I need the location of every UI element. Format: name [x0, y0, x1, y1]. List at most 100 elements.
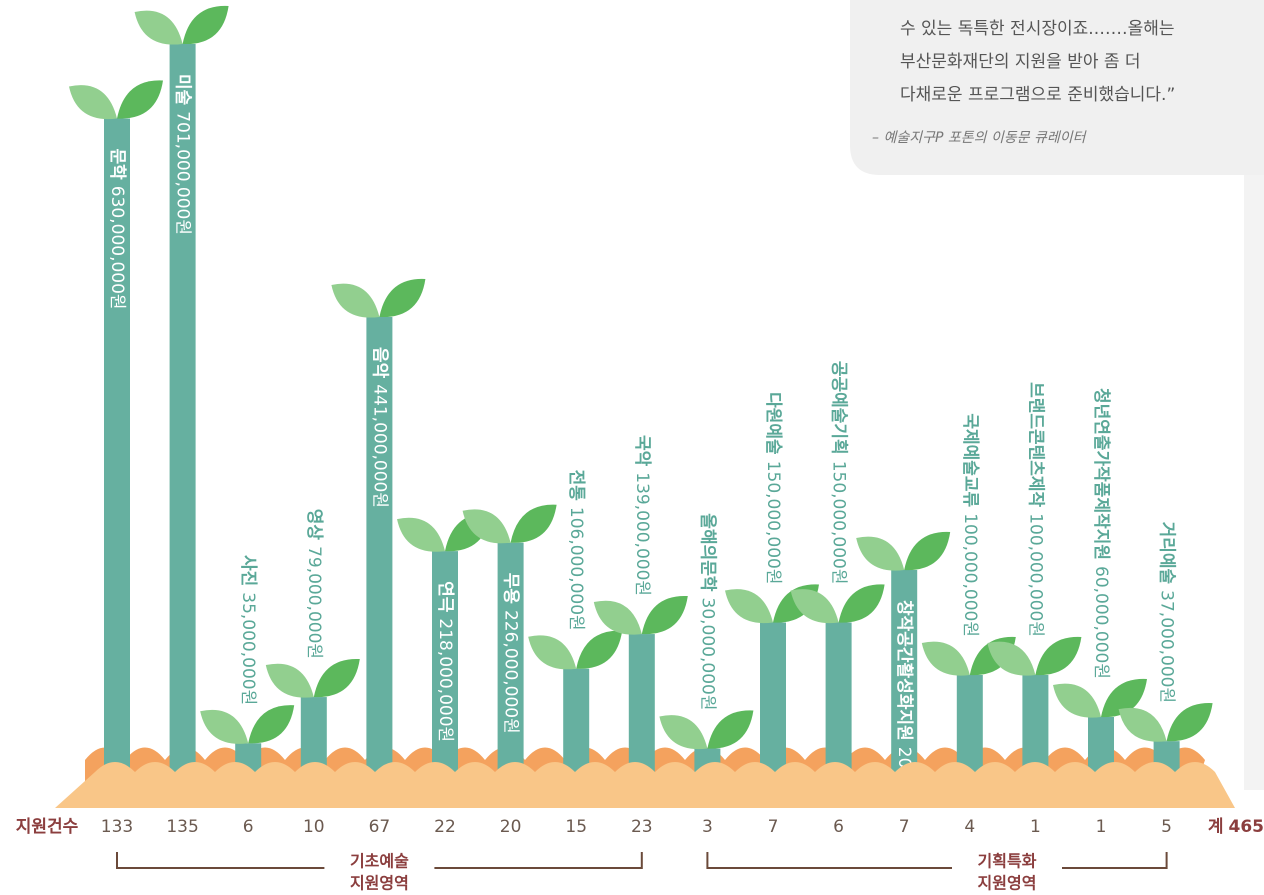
leaf-left	[135, 11, 183, 45]
stem-name: 거리예술	[1157, 522, 1177, 585]
stem-amount: 226,000,000원	[501, 610, 521, 734]
leaf-left	[856, 537, 904, 571]
stem-name: 국악	[632, 435, 652, 467]
count-label: 지원건수	[16, 817, 79, 837]
stem-name: 무용	[501, 573, 521, 605]
stem-label: 다원예술 150,000,000원	[763, 392, 783, 584]
leaf-right	[511, 505, 557, 543]
quote-line: 수 있는 독특한 전시장이죠.……올해는	[900, 19, 1175, 39]
stem-label: 청년연출가작품제작지원60,000,000원	[1091, 388, 1112, 679]
side-panel	[1244, 170, 1264, 790]
stem-label: 사진35,000,000원	[238, 555, 258, 705]
leaf-left	[528, 635, 576, 669]
stem-amount: 150,000,000원	[829, 461, 849, 585]
leaf-right	[839, 584, 885, 622]
stem-label: 거리예술 37,000,000원	[1157, 522, 1177, 704]
leaf-right	[183, 6, 229, 44]
leaf-left	[1053, 684, 1101, 718]
count: 5	[1161, 817, 1172, 837]
leaf-right	[314, 659, 360, 697]
stem-amount: 150,000,000원	[763, 461, 783, 585]
count: 133	[101, 817, 133, 837]
stem-amount: 35,000,000원	[238, 592, 258, 705]
leaf-left	[594, 601, 642, 635]
stem-label: 무용 226,000,000원	[501, 573, 521, 734]
group-label: 지원영역	[350, 874, 409, 893]
group-bracket	[707, 852, 1166, 868]
stem-label: 연극 218,000,000원	[435, 581, 455, 742]
leaf-left	[1119, 708, 1167, 742]
stem-label: 전통 106,000,000원	[566, 470, 586, 631]
stem-name: 전통	[566, 470, 586, 502]
leaf-right	[642, 596, 688, 634]
stem-name: 공공예술기획	[829, 361, 849, 455]
count: 7	[899, 817, 910, 837]
stem-name: 올해의문학	[697, 513, 717, 592]
leaf-left	[331, 284, 379, 318]
stem-amount: 30,000,000원	[697, 598, 717, 711]
leaf-left	[397, 518, 445, 552]
group-label: 지원영역	[978, 874, 1037, 893]
stem-name: 미술	[173, 74, 193, 106]
stem-name: 문학	[107, 149, 127, 181]
leaf-left	[266, 664, 314, 698]
stem-label: 미술 701,000,000원	[173, 74, 193, 235]
leaf-right	[707, 710, 753, 748]
stem-label: 올해의문학 30,000,000원	[697, 513, 717, 710]
quote-line: 다채로운 프로그램으로 준비했습니다.”	[900, 85, 1175, 105]
stem-name: 연극	[435, 581, 455, 613]
leaf-left	[922, 642, 970, 676]
count: 135	[166, 817, 198, 837]
count: 22	[434, 817, 456, 837]
count: 10	[303, 817, 325, 837]
stem-amount: 79,000,000원	[304, 546, 324, 659]
count: 1	[1030, 817, 1041, 837]
leaf-right	[1035, 637, 1081, 675]
leaf-left	[200, 710, 248, 744]
stem-amount: 218,000,000원	[435, 618, 455, 742]
leaf-right	[248, 705, 294, 743]
total-prefix: 계	[1208, 817, 1224, 837]
stem-label: 국제예술교류 100,000,000원	[960, 413, 980, 637]
count: 4	[964, 817, 975, 837]
leaf-right	[1167, 703, 1213, 741]
stem-amount: 139,000,000원	[632, 472, 652, 596]
leaf-right	[117, 80, 163, 118]
stem-label: 공공예술기획 150,000,000원	[829, 361, 849, 585]
count: 67	[369, 817, 391, 837]
stem-amount: 37,000,000원	[1157, 590, 1177, 703]
count: 6	[833, 817, 844, 837]
count: 3	[702, 817, 713, 837]
stem-name: 영상	[304, 509, 324, 541]
stem-name: 다원예술	[763, 392, 783, 455]
total-value: 465	[1229, 817, 1264, 837]
stem-amount: 60,000,000원	[1091, 566, 1111, 679]
stem-amount: 701,000,000원	[173, 111, 193, 235]
count: 7	[768, 817, 779, 837]
group-label: 기초예술	[350, 852, 409, 871]
count: 1	[1096, 817, 1107, 837]
stem-label: 문학630,000,000원	[107, 149, 127, 310]
quote-line: 부산문화재단의 지원을 받아 좀 더	[900, 52, 1141, 72]
count: 6	[243, 817, 254, 837]
leaf-right	[576, 631, 622, 669]
stem-amount: 100,000,000원	[960, 513, 980, 637]
stem-name: 창작공간활성화지원	[894, 600, 915, 741]
count: 15	[565, 817, 587, 837]
stem-label: 영상 79,000,000원	[304, 509, 324, 659]
stem-label: 음악441,000,000원	[369, 347, 389, 508]
leaf-left	[69, 85, 117, 119]
leaf-left	[725, 589, 773, 623]
stem-amount: 441,000,000원	[369, 384, 389, 508]
stem-label: 국악 139,000,000원	[632, 435, 652, 596]
stem-amount: 100,000,000원	[1025, 513, 1045, 637]
group-label: 기획특화	[978, 852, 1037, 871]
stem-name: 브랜드콘텐츠제작	[1025, 382, 1045, 507]
leaf-right	[904, 532, 950, 570]
quote-attribution: – 예술지구P 포톤의 이동문 큐레이터	[872, 130, 1088, 146]
leaf-right	[379, 279, 425, 317]
stem-name: 국제예술교류	[960, 413, 980, 507]
leaf-left	[659, 715, 707, 749]
stem-amount: 106,000,000원	[566, 507, 586, 631]
